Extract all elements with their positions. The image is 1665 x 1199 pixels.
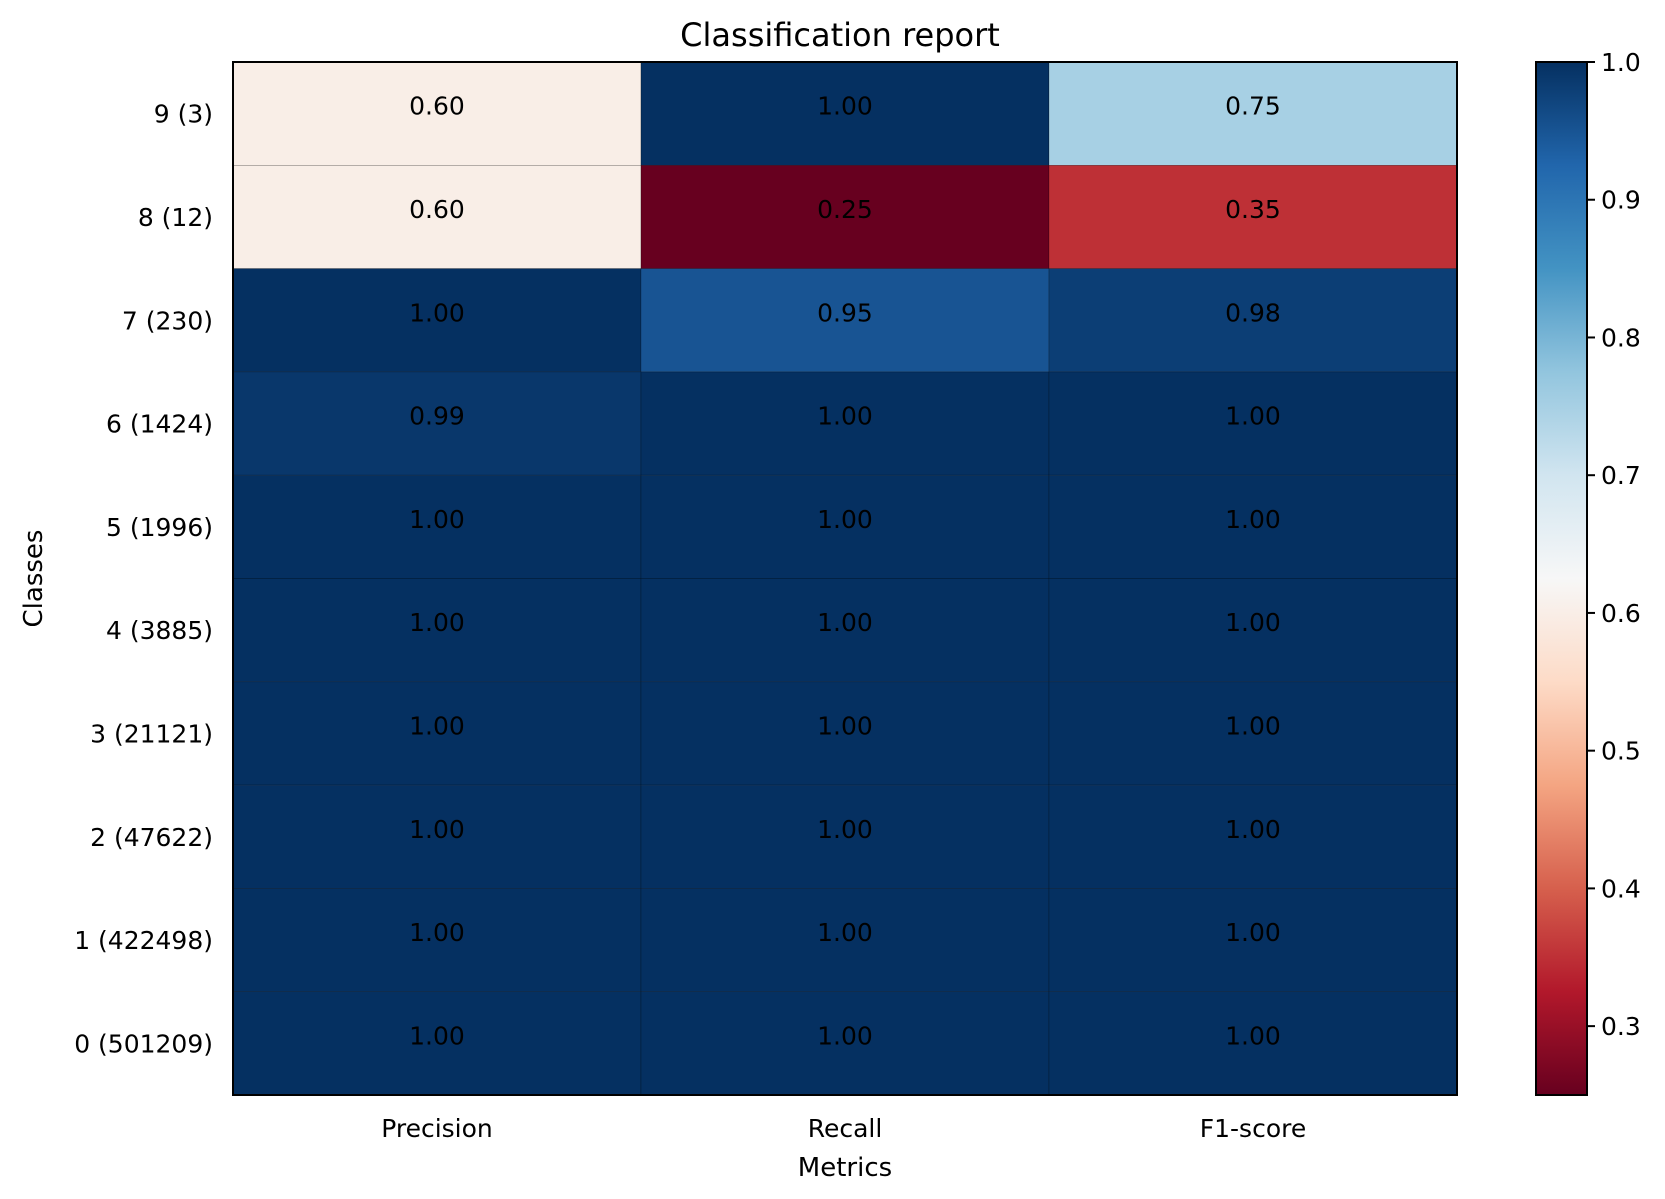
colorbar-tick-label: 0.8 (1601, 323, 1641, 352)
cell-value-label: 1.00 (1225, 505, 1281, 534)
y-tick-label: 2 (47622) (90, 823, 213, 852)
cell-value-label: 1.00 (1225, 815, 1281, 844)
cell-value-label: 1.00 (817, 918, 873, 947)
y-tick-label: 3 (21121) (90, 719, 213, 748)
y-tick-label: 0 (501209) (74, 1029, 213, 1058)
cell-value-label: 1.00 (817, 505, 873, 534)
colorbar-ticks: 0.3 0.4 0.5 0.6 0.7 0.8 0.9 1.0 (1587, 48, 1641, 1041)
cell-value-label: 0.95 (817, 298, 873, 327)
cell-value-label: 0.75 (1225, 92, 1281, 121)
y-tick-label: 7 (230) (122, 306, 213, 335)
cell-value-label: 1.00 (1225, 918, 1281, 947)
colorbar-tick-label: 0.7 (1601, 461, 1641, 490)
y-tick-label: 1 (422498) (74, 926, 213, 955)
cell-value-label: 1.00 (409, 505, 465, 534)
colorbar-tick-label: 1.0 (1601, 48, 1641, 77)
cell-value-label: 1.00 (817, 711, 873, 740)
cell-value-label: 1.00 (409, 711, 465, 740)
cell-value-label: 0.25 (817, 195, 873, 224)
y-tick-label: 8 (12) (138, 203, 213, 232)
colorbar-tick-label: 0.6 (1601, 599, 1641, 628)
y-tick-label: 9 (3) (154, 100, 213, 129)
y-tick-label: 4 (3885) (106, 616, 213, 645)
colorbar-tick-label: 0.9 (1601, 186, 1641, 215)
colorbar (1536, 62, 1587, 1095)
colorbar-tick-label: 0.4 (1601, 874, 1641, 903)
x-tick-label: Recall (808, 1114, 883, 1143)
cell-value-label: 1.00 (409, 815, 465, 844)
cell-value-label: 1.00 (817, 815, 873, 844)
x-tick-labels: Precision Recall F1-score (381, 1114, 1306, 1143)
cell-value-label: 1.00 (817, 608, 873, 637)
y-axis-label: Classes (19, 530, 49, 628)
cell-value-label: 1.00 (1225, 1021, 1281, 1050)
cell-value-label: 0.99 (409, 402, 465, 431)
cell-value-label: 1.00 (1225, 402, 1281, 431)
cell-value-label: 1.00 (409, 1021, 465, 1050)
x-tick-label: F1-score (1200, 1114, 1306, 1143)
cell-value-label: 1.00 (409, 298, 465, 327)
cell-value-label: 1.00 (409, 918, 465, 947)
y-tick-label: 5 (1996) (106, 513, 213, 542)
cell-value-label: 1.00 (817, 92, 873, 121)
cell-value-label: 1.00 (409, 608, 465, 637)
x-tick-label: Precision (381, 1114, 493, 1143)
cell-value-label: 0.60 (409, 195, 465, 224)
x-axis-label: Metrics (798, 1153, 892, 1183)
cell-value-label: 0.98 (1225, 298, 1281, 327)
cell-value-label: 1.00 (1225, 608, 1281, 637)
colorbar-tick-label: 0.5 (1601, 737, 1641, 766)
cell-value-label: 0.35 (1225, 195, 1281, 224)
cell-value-label: 1.00 (817, 402, 873, 431)
cell-value-label: 0.60 (409, 92, 465, 121)
cell-value-label: 1.00 (817, 1021, 873, 1050)
cell-value-label: 1.00 (1225, 711, 1281, 740)
colorbar-tick-label: 0.3 (1601, 1012, 1641, 1041)
y-tick-label: 6 (1424) (106, 410, 213, 439)
chart-title: Classification report (680, 16, 1000, 54)
y-tick-labels: 9 (3) 8 (12) 7 (230) 6 (1424) 5 (1996) 4 (388… (74, 100, 213, 1059)
